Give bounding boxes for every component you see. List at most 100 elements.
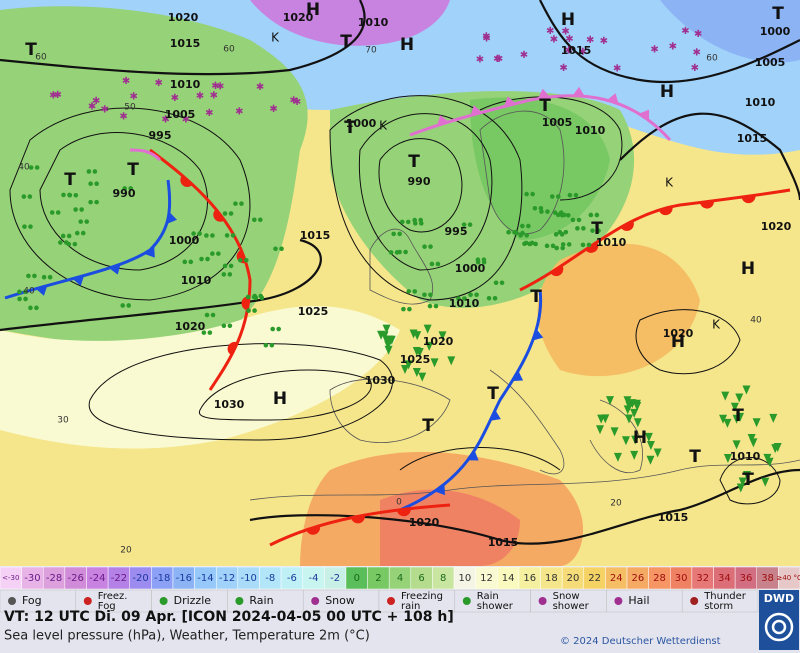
shower-symbol [404,360,413,370]
rain-dot [32,273,37,279]
scale-label: -22 [111,573,127,584]
occluded-front [409,94,672,141]
rain-dot [428,244,433,249]
snow-star: ✱ [495,54,503,65]
rain-dot [207,330,213,335]
isobar [378,138,463,233]
rain-dot [467,222,473,227]
rain-dot [61,192,66,198]
shower-symbol [631,435,640,445]
front-symbol [180,175,193,187]
pressure-center: T [408,152,420,172]
shower-symbol [769,413,778,423]
snow-star: ✱ [49,91,57,102]
rain-dot [435,261,441,267]
pressure-center: H [633,428,647,448]
rain-dot [17,289,22,295]
isobar [88,343,393,441]
snow-star: ✱ [650,45,658,56]
snow-star: ✱ [600,36,608,47]
pressure-label: 1025 [298,305,329,318]
shower-symbol [596,425,605,435]
snow-star: ✱ [196,91,204,102]
rain-dot [92,169,98,174]
front-symbol [166,212,178,224]
snow-star: ✱ [289,96,297,107]
rain-dot [88,199,93,205]
legend-label: Rain [249,594,273,607]
rain-dot [276,326,281,332]
pressure-center: T [539,96,551,116]
shower-symbol [423,324,432,334]
scale-label: -4 [309,573,319,584]
rain-dot [221,323,227,329]
rain-dot [23,289,28,295]
cold-front [4,179,172,300]
shower-symbol [723,418,732,428]
front-symbol [585,241,599,253]
temperature-label: 40 [750,316,762,326]
snow-star: ✱ [520,50,528,61]
rain-dot [565,212,571,218]
pressure-center: T [344,118,356,138]
pressure-center: T [64,170,76,190]
rain-dot [246,308,251,313]
rain-dot [205,256,210,262]
rain-dot [74,230,80,236]
rain-dot [554,245,559,251]
shower-symbol [430,358,439,368]
snow-star: ✱ [692,48,700,59]
coastline [489,369,565,475]
rain-dot [493,280,499,286]
snow-star: ✱ [210,91,218,102]
shower-symbol [646,455,655,465]
pressure-center: T [25,40,37,60]
rain-dot [506,229,511,235]
pressure-center: K [712,318,721,332]
coastlines [249,110,800,501]
legend-icon [462,597,471,605]
scale-label: -8 [265,573,275,584]
pressure-label: 1010 [745,96,776,109]
rain-dot [492,295,498,301]
rain-dot [590,228,595,233]
shower-symbol [752,418,761,428]
pressure-center: K [665,176,674,190]
shower-symbol [610,427,619,437]
rain-dot [468,292,473,298]
shower-symbol [621,436,630,446]
pressure-label: 1015 [561,44,592,57]
isobars [0,0,800,545]
rain-dot [545,209,550,214]
rain-dot [544,243,550,249]
snow-star: ✱ [546,26,554,37]
rain-dot [201,330,207,335]
pressure-label: 1005 [755,56,786,69]
rain-dot [405,219,411,225]
front-symbol [109,264,121,275]
pressure-label: 990 [113,187,136,200]
temperature-label: 60 [35,53,47,63]
scale-label: -6 [287,573,297,584]
pressure-label: 1010 [730,450,761,463]
coastline [369,228,434,305]
rain-dot [28,165,34,170]
temperature-label: 70 [365,46,377,56]
scale-label: -20 [132,573,148,584]
cold-northeast [660,0,800,63]
legend-label: Thunder storm [703,591,747,612]
temperature-label: 0 [396,498,402,508]
rain-dot [456,296,461,301]
rain-dot [182,259,188,265]
green-west [0,6,308,346]
snow-star: ✱ [561,26,569,37]
snow-star: ✱ [694,29,702,40]
rain-dot [549,194,555,199]
scale-label: 12 [480,573,493,584]
rain-dot [486,295,492,301]
rain-dot [429,261,435,267]
rain-dot [23,296,28,302]
legend-icon [235,597,244,605]
rain-dot [222,263,228,269]
pressure-label: 1020 [663,327,694,340]
